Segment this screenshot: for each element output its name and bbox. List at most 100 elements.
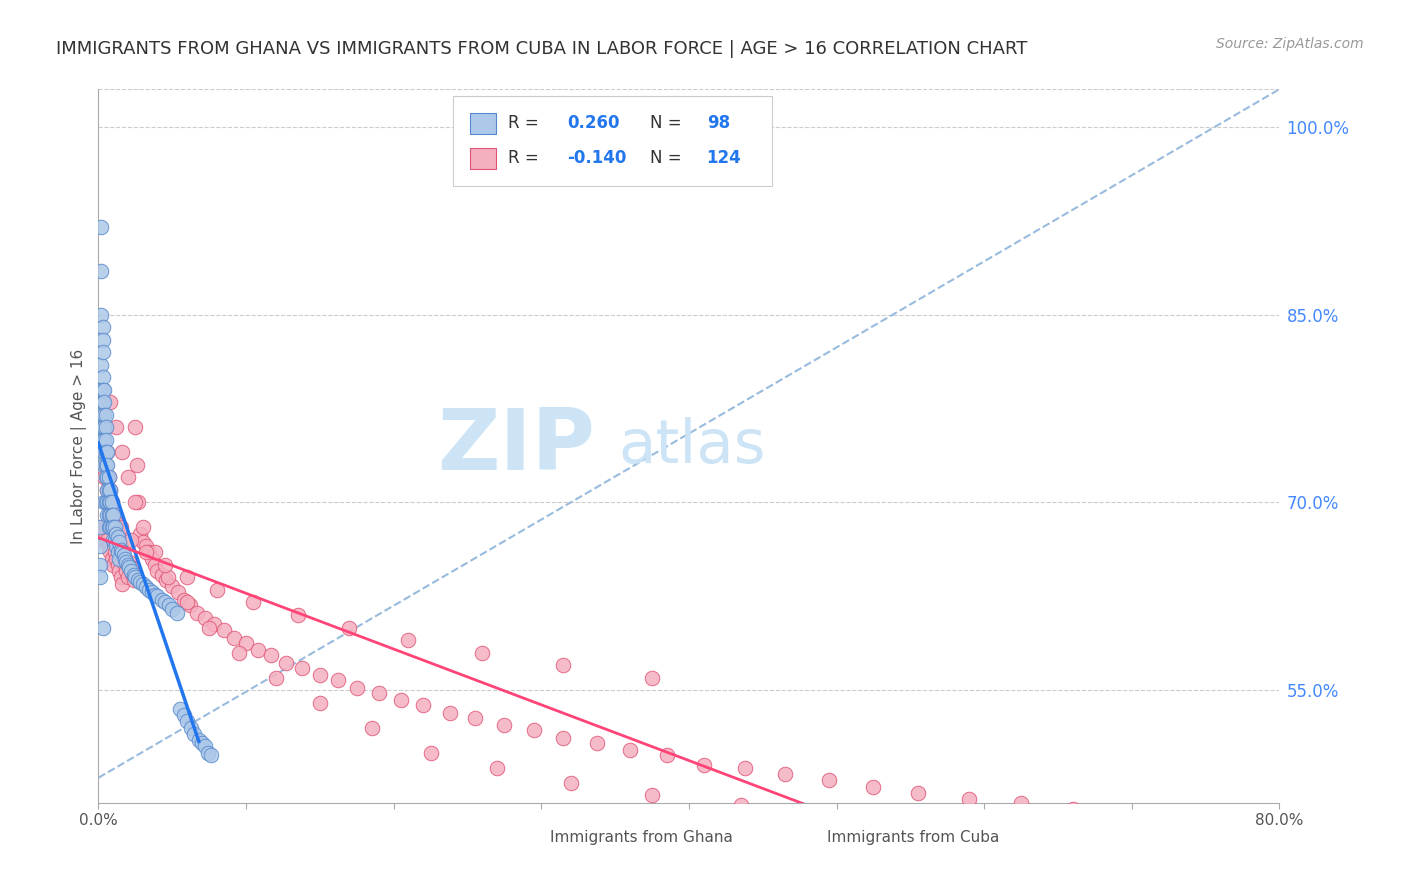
Point xyxy=(412,698,434,713)
Point xyxy=(90,308,112,322)
Text: N =: N = xyxy=(650,150,688,168)
Point xyxy=(94,445,117,459)
Text: R =: R = xyxy=(508,114,544,132)
Point xyxy=(619,743,641,757)
Point xyxy=(183,727,205,741)
Text: IMMIGRANTS FROM GHANA VS IMMIGRANTS FROM CUBA IN LABOR FORCE | AGE > 16 CORRELAT: IMMIGRANTS FROM GHANA VS IMMIGRANTS FROM… xyxy=(56,40,1028,58)
Point xyxy=(138,545,160,559)
Point xyxy=(128,526,150,541)
Point xyxy=(107,558,129,572)
Point xyxy=(91,383,114,397)
Point xyxy=(146,589,169,603)
Point xyxy=(115,556,138,570)
Point xyxy=(111,445,134,459)
Point xyxy=(105,551,128,566)
Point xyxy=(818,773,841,788)
Point xyxy=(103,501,125,516)
Point xyxy=(124,570,146,584)
Point xyxy=(1062,802,1084,816)
Point xyxy=(150,568,173,582)
Point xyxy=(128,575,150,590)
Point xyxy=(98,483,121,497)
Point xyxy=(114,551,136,566)
Point xyxy=(143,545,166,559)
Point xyxy=(825,808,848,822)
Point xyxy=(141,551,163,566)
Point xyxy=(98,495,121,509)
Point xyxy=(93,533,115,547)
Point xyxy=(274,656,297,670)
Point xyxy=(194,610,217,624)
Point xyxy=(141,585,163,599)
Point xyxy=(176,595,198,609)
Point xyxy=(90,219,112,234)
Point xyxy=(173,593,195,607)
Point xyxy=(104,514,127,528)
Point xyxy=(93,445,115,459)
Point xyxy=(94,420,117,434)
Point xyxy=(112,548,135,562)
Point xyxy=(91,433,114,447)
Point xyxy=(89,520,111,534)
Point xyxy=(180,721,202,735)
Point xyxy=(96,483,118,497)
Point xyxy=(368,685,391,699)
Point xyxy=(107,545,129,559)
Point xyxy=(246,643,269,657)
Point xyxy=(91,621,114,635)
Text: atlas: atlas xyxy=(619,417,766,475)
Point xyxy=(360,721,382,735)
Point xyxy=(464,711,486,725)
Point xyxy=(205,582,228,597)
Point xyxy=(104,533,127,547)
Point xyxy=(105,520,128,534)
Point xyxy=(143,558,166,572)
Point xyxy=(97,495,120,509)
Text: 98: 98 xyxy=(707,114,730,132)
Point xyxy=(146,564,169,578)
Point xyxy=(486,761,509,775)
Point xyxy=(96,470,118,484)
Point xyxy=(339,621,360,635)
Point xyxy=(111,545,134,559)
Point xyxy=(91,370,114,384)
Point xyxy=(124,495,146,509)
Point xyxy=(120,560,142,574)
Point xyxy=(90,420,112,434)
Point xyxy=(264,671,287,685)
Point xyxy=(96,508,118,522)
Bar xyxy=(471,112,496,134)
Point xyxy=(90,264,112,278)
Point xyxy=(105,420,128,434)
Point xyxy=(96,445,118,459)
Point xyxy=(655,748,678,763)
Point xyxy=(389,693,412,707)
Point xyxy=(100,520,122,534)
Point xyxy=(93,495,115,509)
Point xyxy=(91,445,114,459)
Point xyxy=(471,646,494,660)
Point xyxy=(91,333,114,347)
Point xyxy=(396,633,419,648)
Point xyxy=(91,395,114,409)
Point xyxy=(166,606,188,620)
Point xyxy=(107,526,129,541)
Point xyxy=(309,668,332,682)
Text: -0.140: -0.140 xyxy=(567,150,627,168)
Point xyxy=(135,539,157,553)
Point xyxy=(228,646,250,660)
Point xyxy=(176,714,198,729)
Point xyxy=(553,731,575,745)
Point xyxy=(93,470,115,484)
Point xyxy=(212,623,235,637)
Point xyxy=(103,508,125,522)
Text: ZIP: ZIP xyxy=(437,404,595,488)
Point xyxy=(97,470,120,484)
Point xyxy=(93,433,115,447)
Point xyxy=(111,545,134,559)
Point xyxy=(110,542,132,557)
Point xyxy=(110,570,132,584)
Point xyxy=(176,570,198,584)
Point xyxy=(202,616,225,631)
Point xyxy=(124,420,146,434)
